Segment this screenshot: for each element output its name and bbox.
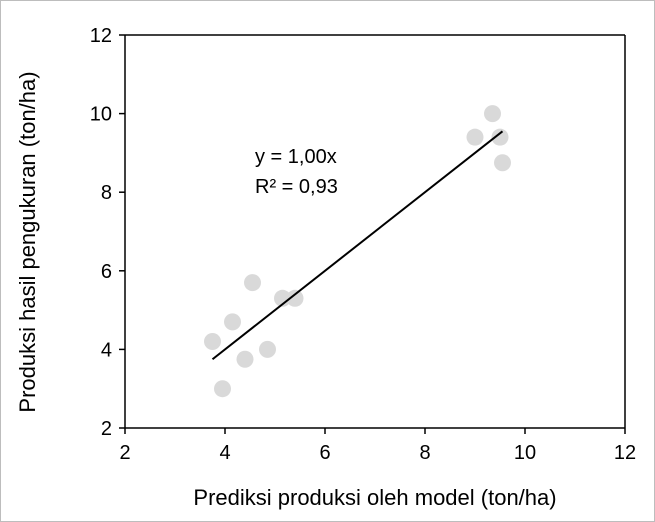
data-point [494,154,511,172]
y-tick-label: 10 [90,104,112,126]
x-tick-label: 10 [514,442,536,464]
x-ticks: 2 4 6 8 10 12 [119,428,636,464]
data-point [259,340,276,358]
y-axis-label: Produksi hasil pengukuran (ton/ha) [15,71,40,412]
trendline [211,130,504,361]
y-tick-label: 2 [101,418,112,440]
r-squared-label: R² = 0,93 [255,176,338,198]
x-axis-label: Prediksi produksi oleh model (ton/ha) [193,485,556,510]
y-ticks: 2 4 6 8 10 12 [90,25,125,440]
x-tick-label: 8 [419,442,430,464]
y-tick-label: 6 [101,261,112,283]
data-point [466,128,484,146]
data-point [484,105,501,123]
data-point [244,274,261,292]
data-point [204,333,221,351]
data-point [236,350,254,368]
y-tick-label: 4 [101,339,112,361]
x-tick-label: 12 [614,442,636,464]
x-tick-label: 4 [219,442,230,464]
trendline-equation: y = 1,00x [255,146,337,168]
data-point [224,313,241,331]
data-point [274,289,291,307]
y-tick-label: 12 [90,25,112,47]
data-point [491,128,509,146]
x-tick-label: 2 [119,442,130,464]
data-point [214,380,231,398]
x-tick-label: 6 [319,442,330,464]
data-point [286,289,304,307]
data-points [204,105,511,398]
y-tick-label: 8 [101,182,112,204]
